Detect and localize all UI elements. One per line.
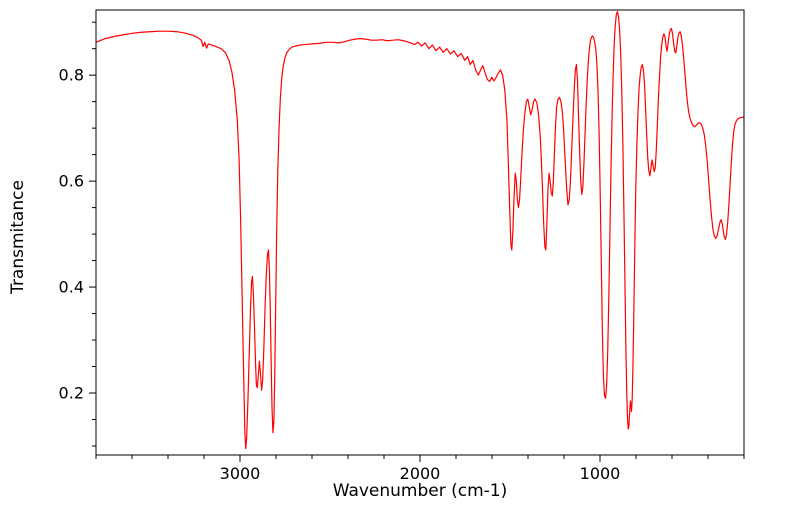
y-tick-label: 0.4 [59, 278, 84, 297]
x-tick-label: 2000 [400, 464, 441, 483]
spectrum-line [96, 10, 744, 450]
axis-tick-labels: 3000 2000 1000 0.2 0.4 0.6 0.8 [59, 66, 621, 483]
axis-ticks [89, 21, 745, 462]
y-axis-label: Transmitance [8, 180, 28, 294]
x-tick-label: 1000 [580, 464, 621, 483]
y-tick-label: 0.6 [59, 172, 84, 191]
x-axis-label: Wavenumber (cm-1) [332, 481, 508, 501]
y-tick-label: 0.8 [59, 66, 84, 85]
x-tick-label: 3000 [220, 464, 261, 483]
y-tick-label: 0.2 [59, 384, 84, 403]
plot-border [95, 9, 745, 456]
